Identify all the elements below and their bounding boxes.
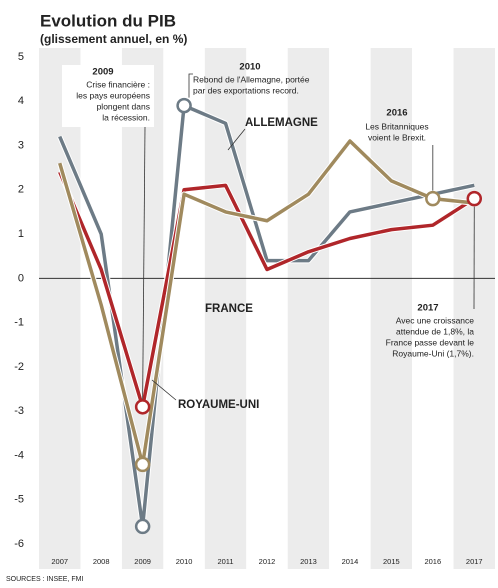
x-tick-label: 2012 xyxy=(259,557,276,566)
chart-title: Evolution du PIB xyxy=(40,11,176,30)
annotation-year: 2017 xyxy=(417,303,438,314)
highlight-point xyxy=(134,456,151,473)
series-line xyxy=(58,171,476,409)
series-label: ALLEMAGNE xyxy=(245,117,318,129)
x-tick-label: 2007 xyxy=(51,557,68,566)
column-stripe xyxy=(370,48,413,569)
column-stripe xyxy=(39,48,81,569)
y-tick-label: 2 xyxy=(18,184,24,196)
series-line xyxy=(58,103,475,529)
annotation-text: attendue de 1,8%, la xyxy=(396,326,474,336)
highlight-point xyxy=(466,190,483,207)
connector xyxy=(142,126,146,400)
annotation-text: France passe devant le xyxy=(386,337,475,347)
annotation-year: 2016 xyxy=(386,108,407,119)
leader-line xyxy=(227,128,246,151)
column-stripe xyxy=(121,48,164,569)
annotation-text: Royaume-Uni (1,7%). xyxy=(392,348,474,358)
leader-line xyxy=(151,379,177,401)
column-stripe xyxy=(412,48,454,569)
y-tick-label: -3 xyxy=(14,405,24,417)
annotation-year: 2009 xyxy=(92,67,113,78)
annotation-text: la récession. xyxy=(102,112,150,122)
y-tick-label: -6 xyxy=(14,538,24,550)
background xyxy=(39,48,495,569)
annotation-text: Crise financière : xyxy=(86,79,150,89)
y-tick-label: -1 xyxy=(14,317,24,329)
x-tick-label: 2009 xyxy=(134,557,151,566)
y-tick-label: -5 xyxy=(14,494,24,506)
y-tick-label: 1 xyxy=(18,228,24,240)
annotation-text: les pays européens xyxy=(76,90,150,100)
annotation-text: voient le Brexit. xyxy=(368,132,426,142)
x-tick-label: 2017 xyxy=(466,557,483,566)
x-tick-label: 2011 xyxy=(217,557,233,566)
y-tick-label: 5 xyxy=(18,51,24,63)
annotation-text: Les Britanniques xyxy=(365,121,428,131)
x-tick-label: 2014 xyxy=(342,557,359,566)
annotation-text: Rebond de l'Allemagne, portée xyxy=(193,74,310,84)
series-label: ROYAUME-UNI xyxy=(178,399,259,411)
column-stripe xyxy=(163,48,205,569)
y-tick-label: 0 xyxy=(18,272,24,284)
annotation-text: Avec une croissance xyxy=(396,315,475,325)
series-line xyxy=(58,139,475,467)
highlight-point xyxy=(176,97,192,114)
column-stripe xyxy=(246,48,288,569)
highlight-point xyxy=(425,190,441,207)
highlight-point xyxy=(134,399,151,415)
x-tick-label: 2016 xyxy=(424,557,441,566)
source: SOURCES : INSEE, FMI xyxy=(6,576,83,583)
y-tick-label: -4 xyxy=(14,449,24,461)
column-stripe xyxy=(287,48,330,569)
y-tick-label: 4 xyxy=(18,95,24,107)
annotation-text: par des exportations record. xyxy=(193,85,299,95)
x-tick-label: 2010 xyxy=(176,557,193,566)
series-label: FRANCE xyxy=(205,303,253,315)
chart-subtitle: (glissement annuel, en %) xyxy=(40,32,187,46)
annotation-box xyxy=(62,65,154,127)
x-tick-label: 2013 xyxy=(300,557,317,566)
connector xyxy=(188,73,193,98)
x-tick-label: 2015 xyxy=(383,557,400,566)
column-stripe xyxy=(204,48,247,569)
y-tick-label: -2 xyxy=(14,361,24,373)
annotation-year: 2010 xyxy=(239,62,260,73)
column-stripe xyxy=(329,48,371,569)
highlight-point xyxy=(134,518,151,535)
annotation-text: plongent dans xyxy=(97,101,150,111)
y-tick-label: 3 xyxy=(18,139,24,151)
x-tick-label: 2008 xyxy=(93,557,110,566)
